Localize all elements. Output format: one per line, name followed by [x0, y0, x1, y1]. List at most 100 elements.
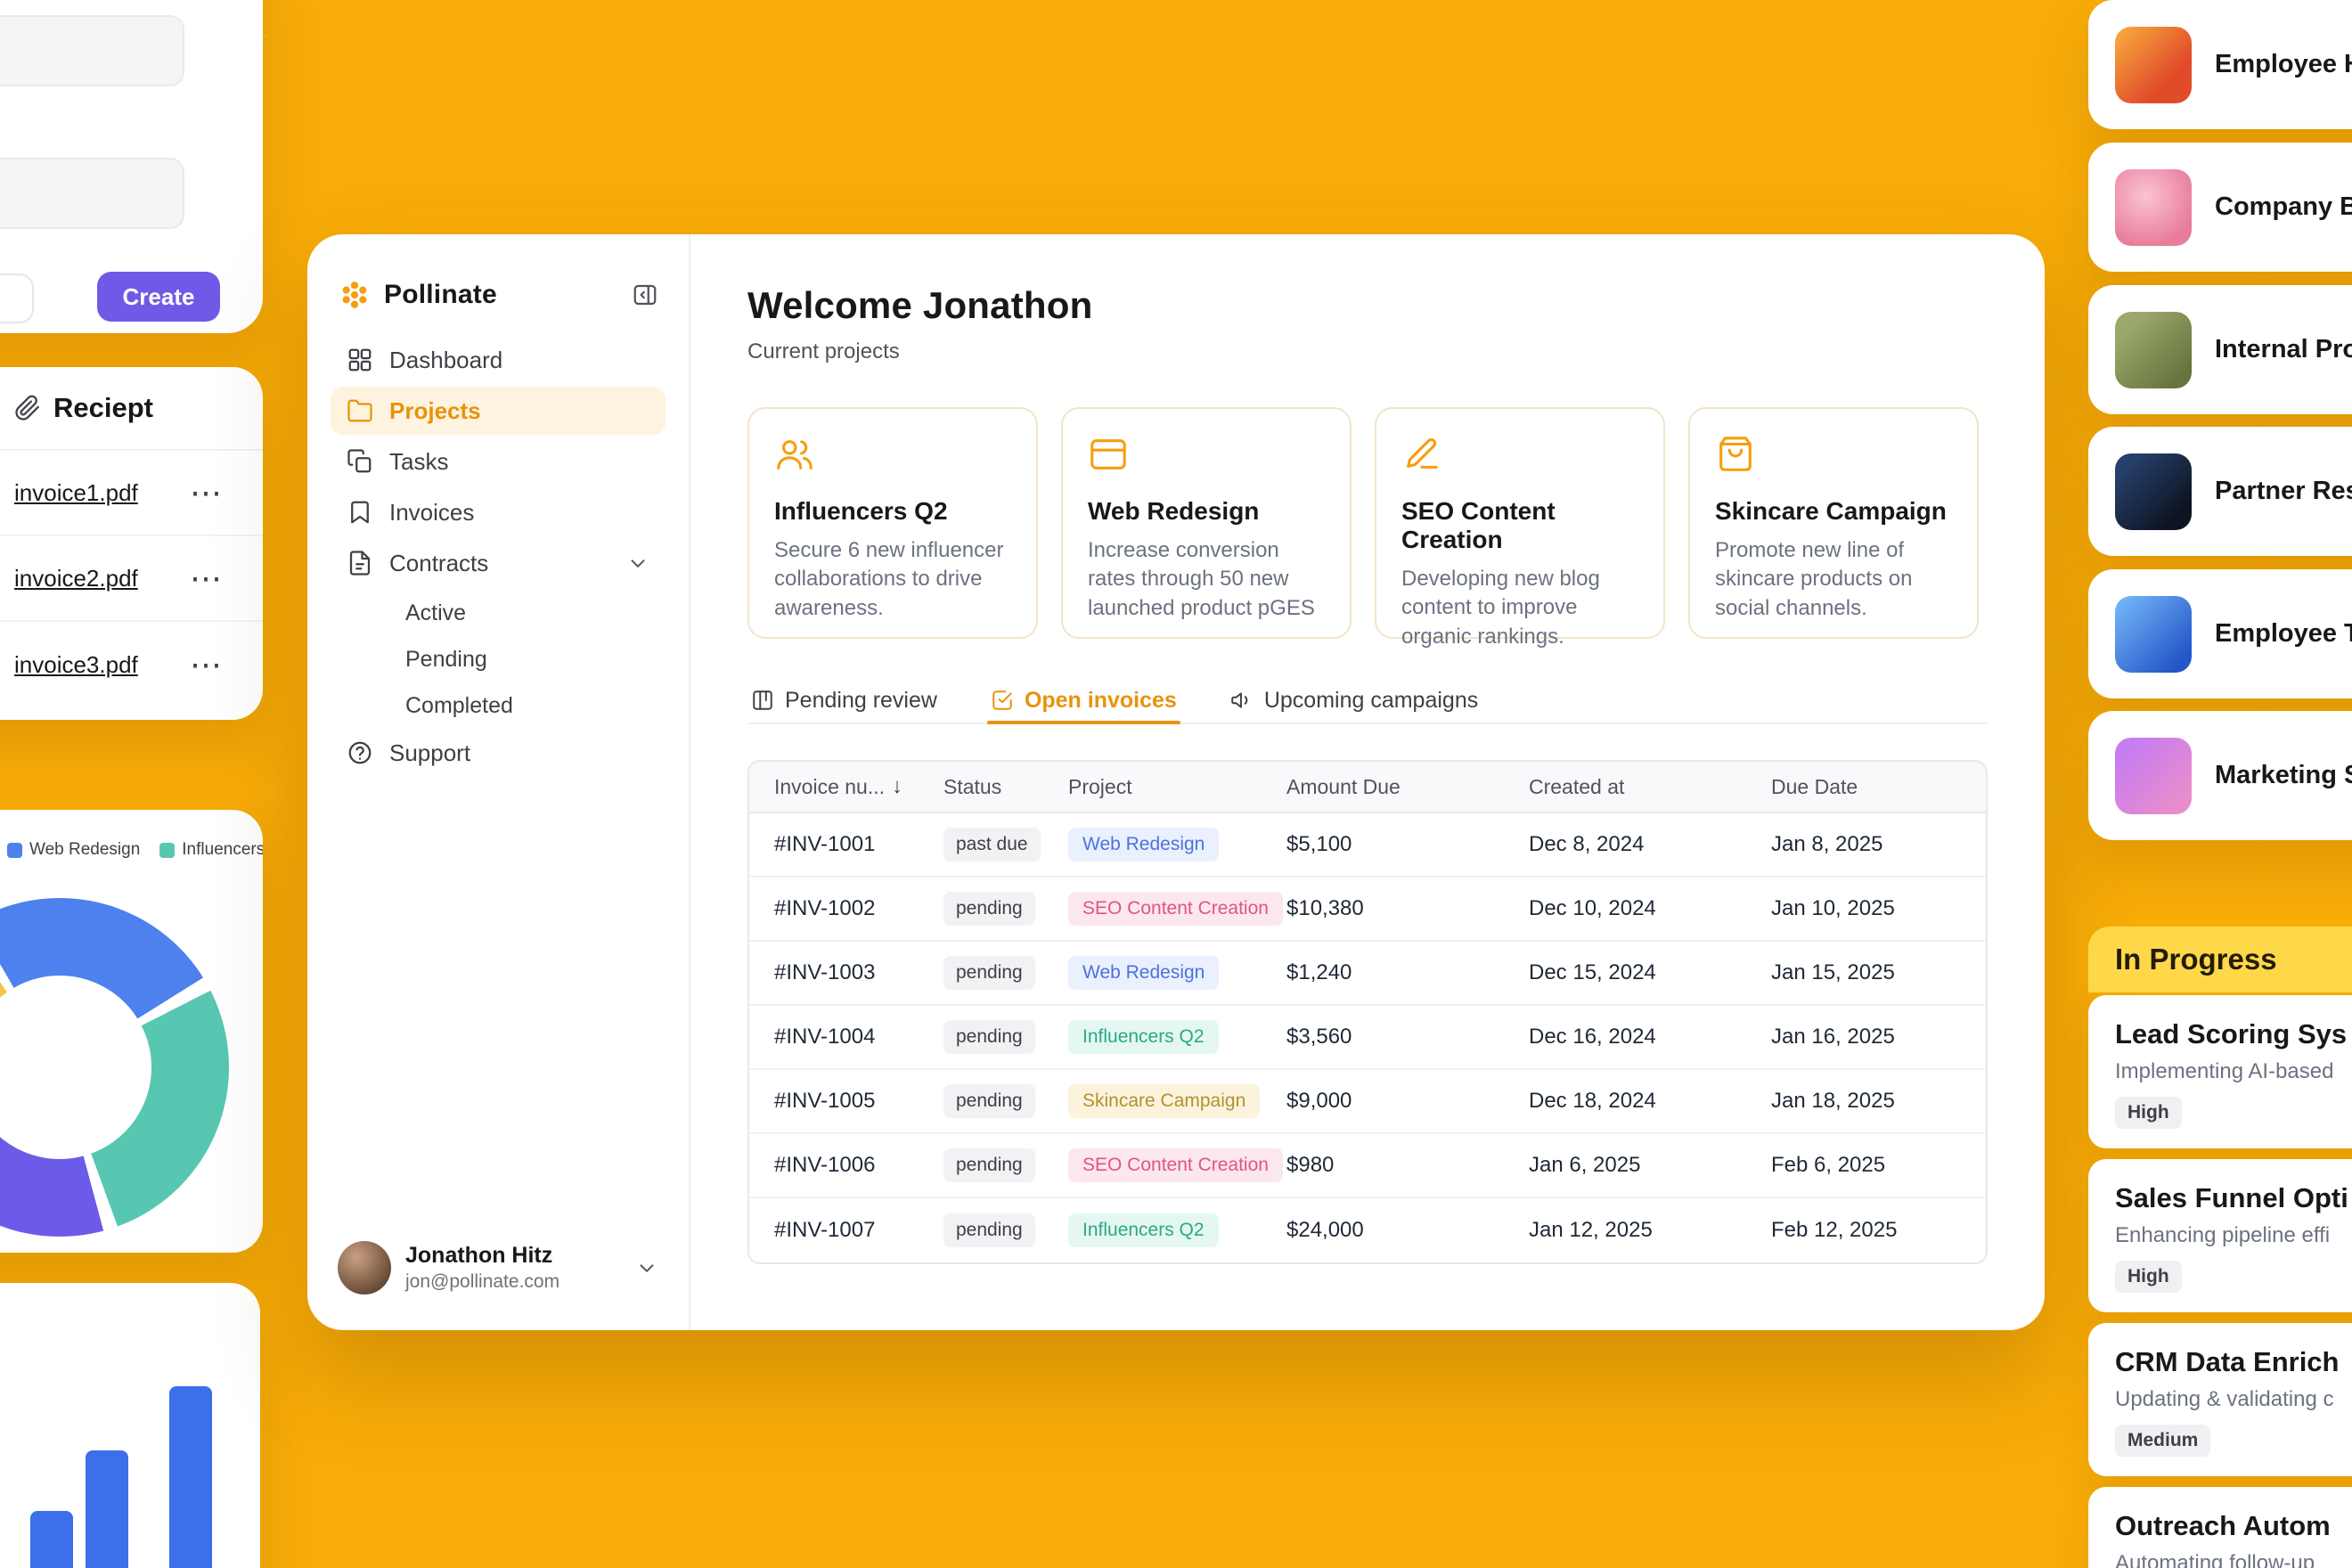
file-name[interactable]: invoice2.pdf [14, 564, 138, 592]
cell-project: Web Redesign [1068, 956, 1286, 990]
task-card[interactable]: Outreach Autom Automating follow-up [2088, 1487, 2352, 1568]
form-input[interactable] [0, 158, 184, 229]
cell-project: Influencers Q2 [1068, 1020, 1286, 1054]
cell-due-date: Jan 10, 2025 [1771, 896, 1895, 920]
table-row[interactable]: #INV-1004 pending Influencers Q2 $3,560 … [749, 1006, 1986, 1070]
document-card[interactable]: Internal Prod [2088, 285, 2352, 414]
tab-upcoming-campaigns[interactable]: Upcoming campaigns [1227, 678, 1482, 723]
cell-invoice-number: #INV-1005 [774, 1089, 876, 1113]
task-card[interactable]: Lead Scoring Sys Implementing AI-based H… [2088, 995, 2352, 1148]
sort-desc-icon: ↓ [892, 774, 903, 798]
table-row[interactable]: #INV-1005 pending Skincare Campaign $9,0… [749, 1070, 1986, 1134]
project-card-desc: Promote new line of skincare products on… [1715, 538, 1913, 620]
cell-status: past due [943, 828, 1068, 862]
cell-project: Web Redesign [1068, 828, 1286, 862]
legend-label: Influencers Q2 [182, 840, 263, 859]
file-name[interactable]: invoice1.pdf [14, 478, 138, 506]
sidebar-item-tasks[interactable]: Tasks [331, 437, 666, 486]
sidebar-item-dashboard[interactable]: Dashboard [331, 336, 666, 384]
project-card-desc: Secure 6 new influencer collaborations t… [774, 538, 1004, 620]
document-card[interactable]: Partner Res [2088, 427, 2352, 556]
status-badge: past due [943, 828, 1041, 862]
legend-item: Influencers Q2 [159, 840, 263, 860]
status-badge: pending [943, 1084, 1035, 1118]
sidebar-item-label: Tasks [389, 447, 449, 475]
file-name[interactable]: invoice3.pdf [14, 650, 138, 678]
document-card[interactable]: Employee Tr [2088, 569, 2352, 698]
cell-due-date: Jan 15, 2025 [1771, 960, 1895, 984]
table-header: Invoice nu... ↓ Status Project Amount Du… [749, 762, 1986, 813]
file-row[interactable]: invoice2.pdf ⋯ [0, 536, 263, 622]
project-card-title: SEO Content Creation [1401, 497, 1556, 553]
sidebar-item-invoices[interactable]: Invoices [331, 488, 666, 536]
priority-badge: High [2115, 1261, 2182, 1293]
sidebar-item-projects[interactable]: Projects [331, 387, 666, 435]
bar-chart-card [0, 1283, 260, 1568]
avatar [338, 1241, 391, 1294]
file-menu-icon[interactable]: ⋯ [190, 646, 224, 682]
collapse-sidebar-button[interactable] [632, 282, 658, 308]
project-card[interactable]: SEO Content Creation Developing new blog… [1375, 407, 1665, 649]
cell-project: Influencers Q2 [1068, 1213, 1286, 1247]
status-badge: pending [943, 1148, 1035, 1182]
cell-created-at: Jan 12, 2025 [1529, 1218, 1653, 1242]
kanban-column-title: In Progress [2115, 943, 2277, 976]
table-row[interactable]: #INV-1007 pending Influencers Q2 $24,000… [749, 1198, 1986, 1262]
column-invoice-number[interactable]: Invoice nu... ↓ [774, 774, 903, 798]
sidebar-subitem-active[interactable]: Active [405, 600, 467, 625]
tab-open-invoices[interactable]: Open invoices [986, 678, 1180, 724]
cell-created-at: Dec 15, 2024 [1529, 960, 1656, 984]
priority-badge: High [2115, 1097, 2182, 1129]
table-row[interactable]: #INV-1002 pending SEO Content Creation $… [749, 878, 1986, 942]
project-card[interactable]: Web Redesign Increase conversion rates t… [1061, 407, 1352, 639]
donut-chart [0, 898, 229, 1237]
tasks-icon [347, 449, 372, 473]
sidebar-item-contracts[interactable]: Contracts [331, 539, 666, 587]
file-row[interactable]: invoice3.pdf ⋯ [0, 622, 263, 707]
cell-status: pending [943, 1148, 1068, 1182]
project-badge: Web Redesign [1068, 828, 1220, 862]
document-thumbnail [2115, 26, 2192, 103]
file-menu-icon[interactable]: ⋯ [190, 474, 224, 510]
cell-invoice-number: #INV-1002 [774, 896, 876, 920]
create-button[interactable]: Create [97, 272, 220, 322]
bar [30, 1511, 73, 1568]
file-text-icon [349, 551, 371, 576]
receipt-card: Reciept invoice1.pdf ⋯ invoice2.pdf ⋯ in… [0, 367, 263, 720]
cell-created-at: Dec 18, 2024 [1529, 1089, 1656, 1113]
table-row[interactable]: #INV-1001 past due Web Redesign $5,100 D… [749, 813, 1986, 878]
table-row[interactable]: #INV-1003 pending Web Redesign $1,240 De… [749, 942, 1986, 1006]
document-card[interactable]: Marketing St [2088, 711, 2352, 840]
users-icon [777, 440, 813, 470]
cell-amount-due: $10,380 [1286, 896, 1364, 920]
project-badge: Influencers Q2 [1068, 1213, 1219, 1247]
file-menu-icon[interactable]: ⋯ [190, 559, 224, 596]
project-card-title: Skincare Campaign [1715, 497, 1947, 525]
table-row[interactable]: #INV-1006 pending SEO Content Creation $… [749, 1134, 1986, 1198]
sidebar-subitem-completed[interactable]: Completed [405, 692, 513, 718]
project-badge: SEO Content Creation [1068, 892, 1283, 926]
status-badge: pending [943, 892, 1035, 926]
tab-pending-review[interactable]: Pending review [747, 678, 941, 723]
tab-label: Upcoming campaigns [1263, 687, 1479, 713]
task-card[interactable]: Sales Funnel Opti Enhancing pipeline eff… [2088, 1159, 2352, 1312]
cell-status: pending [943, 1084, 1068, 1118]
cancel-button[interactable]: Cancel [0, 274, 34, 323]
project-badge: SEO Content Creation [1068, 1148, 1283, 1182]
form-input[interactable] [0, 15, 184, 86]
project-card[interactable]: Influencers Q2 Secure 6 new influencer c… [747, 407, 1038, 639]
user-profile[interactable]: Jonathon Hitz jon@pollinate.com [331, 1241, 666, 1294]
document-card[interactable]: Company Bra [2088, 143, 2352, 272]
donut-chart-card: Web Redesign Influencers Q2 [0, 810, 263, 1253]
app-window: Pollinate Dashboard Projects [307, 234, 2045, 1330]
document-card[interactable]: Employee Ha [2088, 0, 2352, 129]
project-card[interactable]: Skincare Campaign Promote new line of sk… [1688, 407, 1979, 639]
task-card[interactable]: CRM Data Enrich Updating & validating c … [2088, 1323, 2352, 1476]
file-row[interactable]: invoice1.pdf ⋯ [0, 451, 263, 536]
tab-label: Open invoices [1024, 687, 1177, 713]
chevron-down-icon [626, 551, 649, 575]
tabs: Pending review Open invoices Upcoming ca… [747, 678, 1988, 724]
project-cards: Influencers Q2 Secure 6 new influencer c… [747, 407, 1988, 649]
sidebar-subitem-pending[interactable]: Pending [405, 646, 487, 672]
sidebar-item-support[interactable]: Support [331, 729, 666, 777]
